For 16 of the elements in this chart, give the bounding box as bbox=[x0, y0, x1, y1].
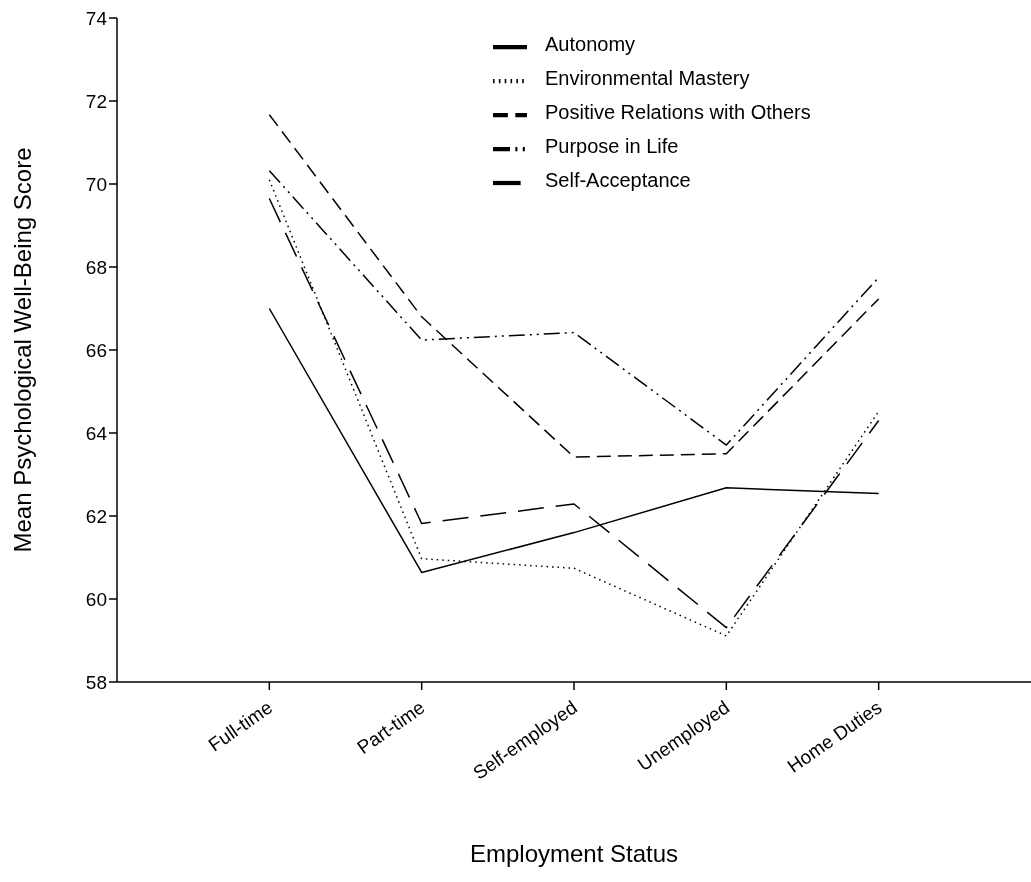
y-axis-title: Mean Psychological Well-Being Score bbox=[8, 147, 36, 553]
y-tick-label: 58 bbox=[85, 671, 107, 693]
y-tick-label: 60 bbox=[85, 588, 107, 610]
y-tick-label: 72 bbox=[85, 90, 107, 112]
y-tick-label: 64 bbox=[85, 422, 108, 444]
legend-label: Self-Acceptance bbox=[545, 168, 691, 191]
y-tick-label: 66 bbox=[85, 339, 107, 361]
legend-label: Positive Relations with Others bbox=[545, 100, 811, 123]
y-tick-label: 70 bbox=[85, 173, 107, 195]
y-tick-label: 68 bbox=[85, 256, 107, 278]
legend-label: Purpose in Life bbox=[545, 134, 679, 157]
y-tick-label: 62 bbox=[85, 505, 107, 527]
y-tick-label: 74 bbox=[85, 7, 108, 29]
legend-label: Autonomy bbox=[545, 32, 636, 55]
legend-label: Environmental Mastery bbox=[545, 66, 750, 89]
x-axis-title: Employment Status bbox=[469, 840, 679, 867]
